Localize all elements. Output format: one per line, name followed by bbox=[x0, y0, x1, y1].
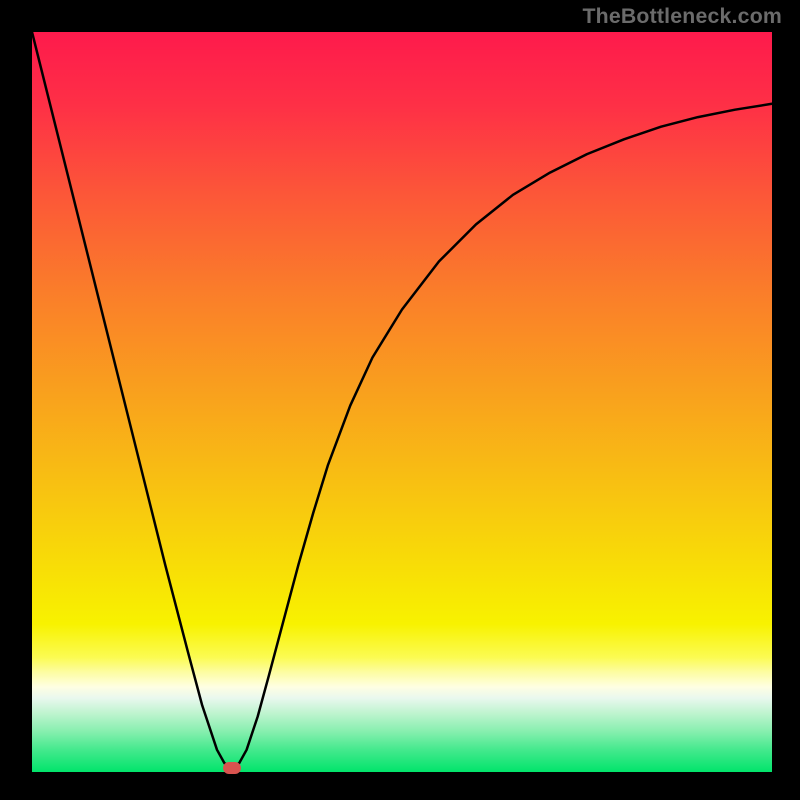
optimum-marker bbox=[223, 762, 241, 774]
bottleneck-curve-chart bbox=[32, 32, 772, 772]
plot-area bbox=[32, 32, 772, 772]
watermark-text: TheBottleneck.com bbox=[582, 4, 782, 29]
bottleneck-curve-line bbox=[32, 32, 772, 768]
